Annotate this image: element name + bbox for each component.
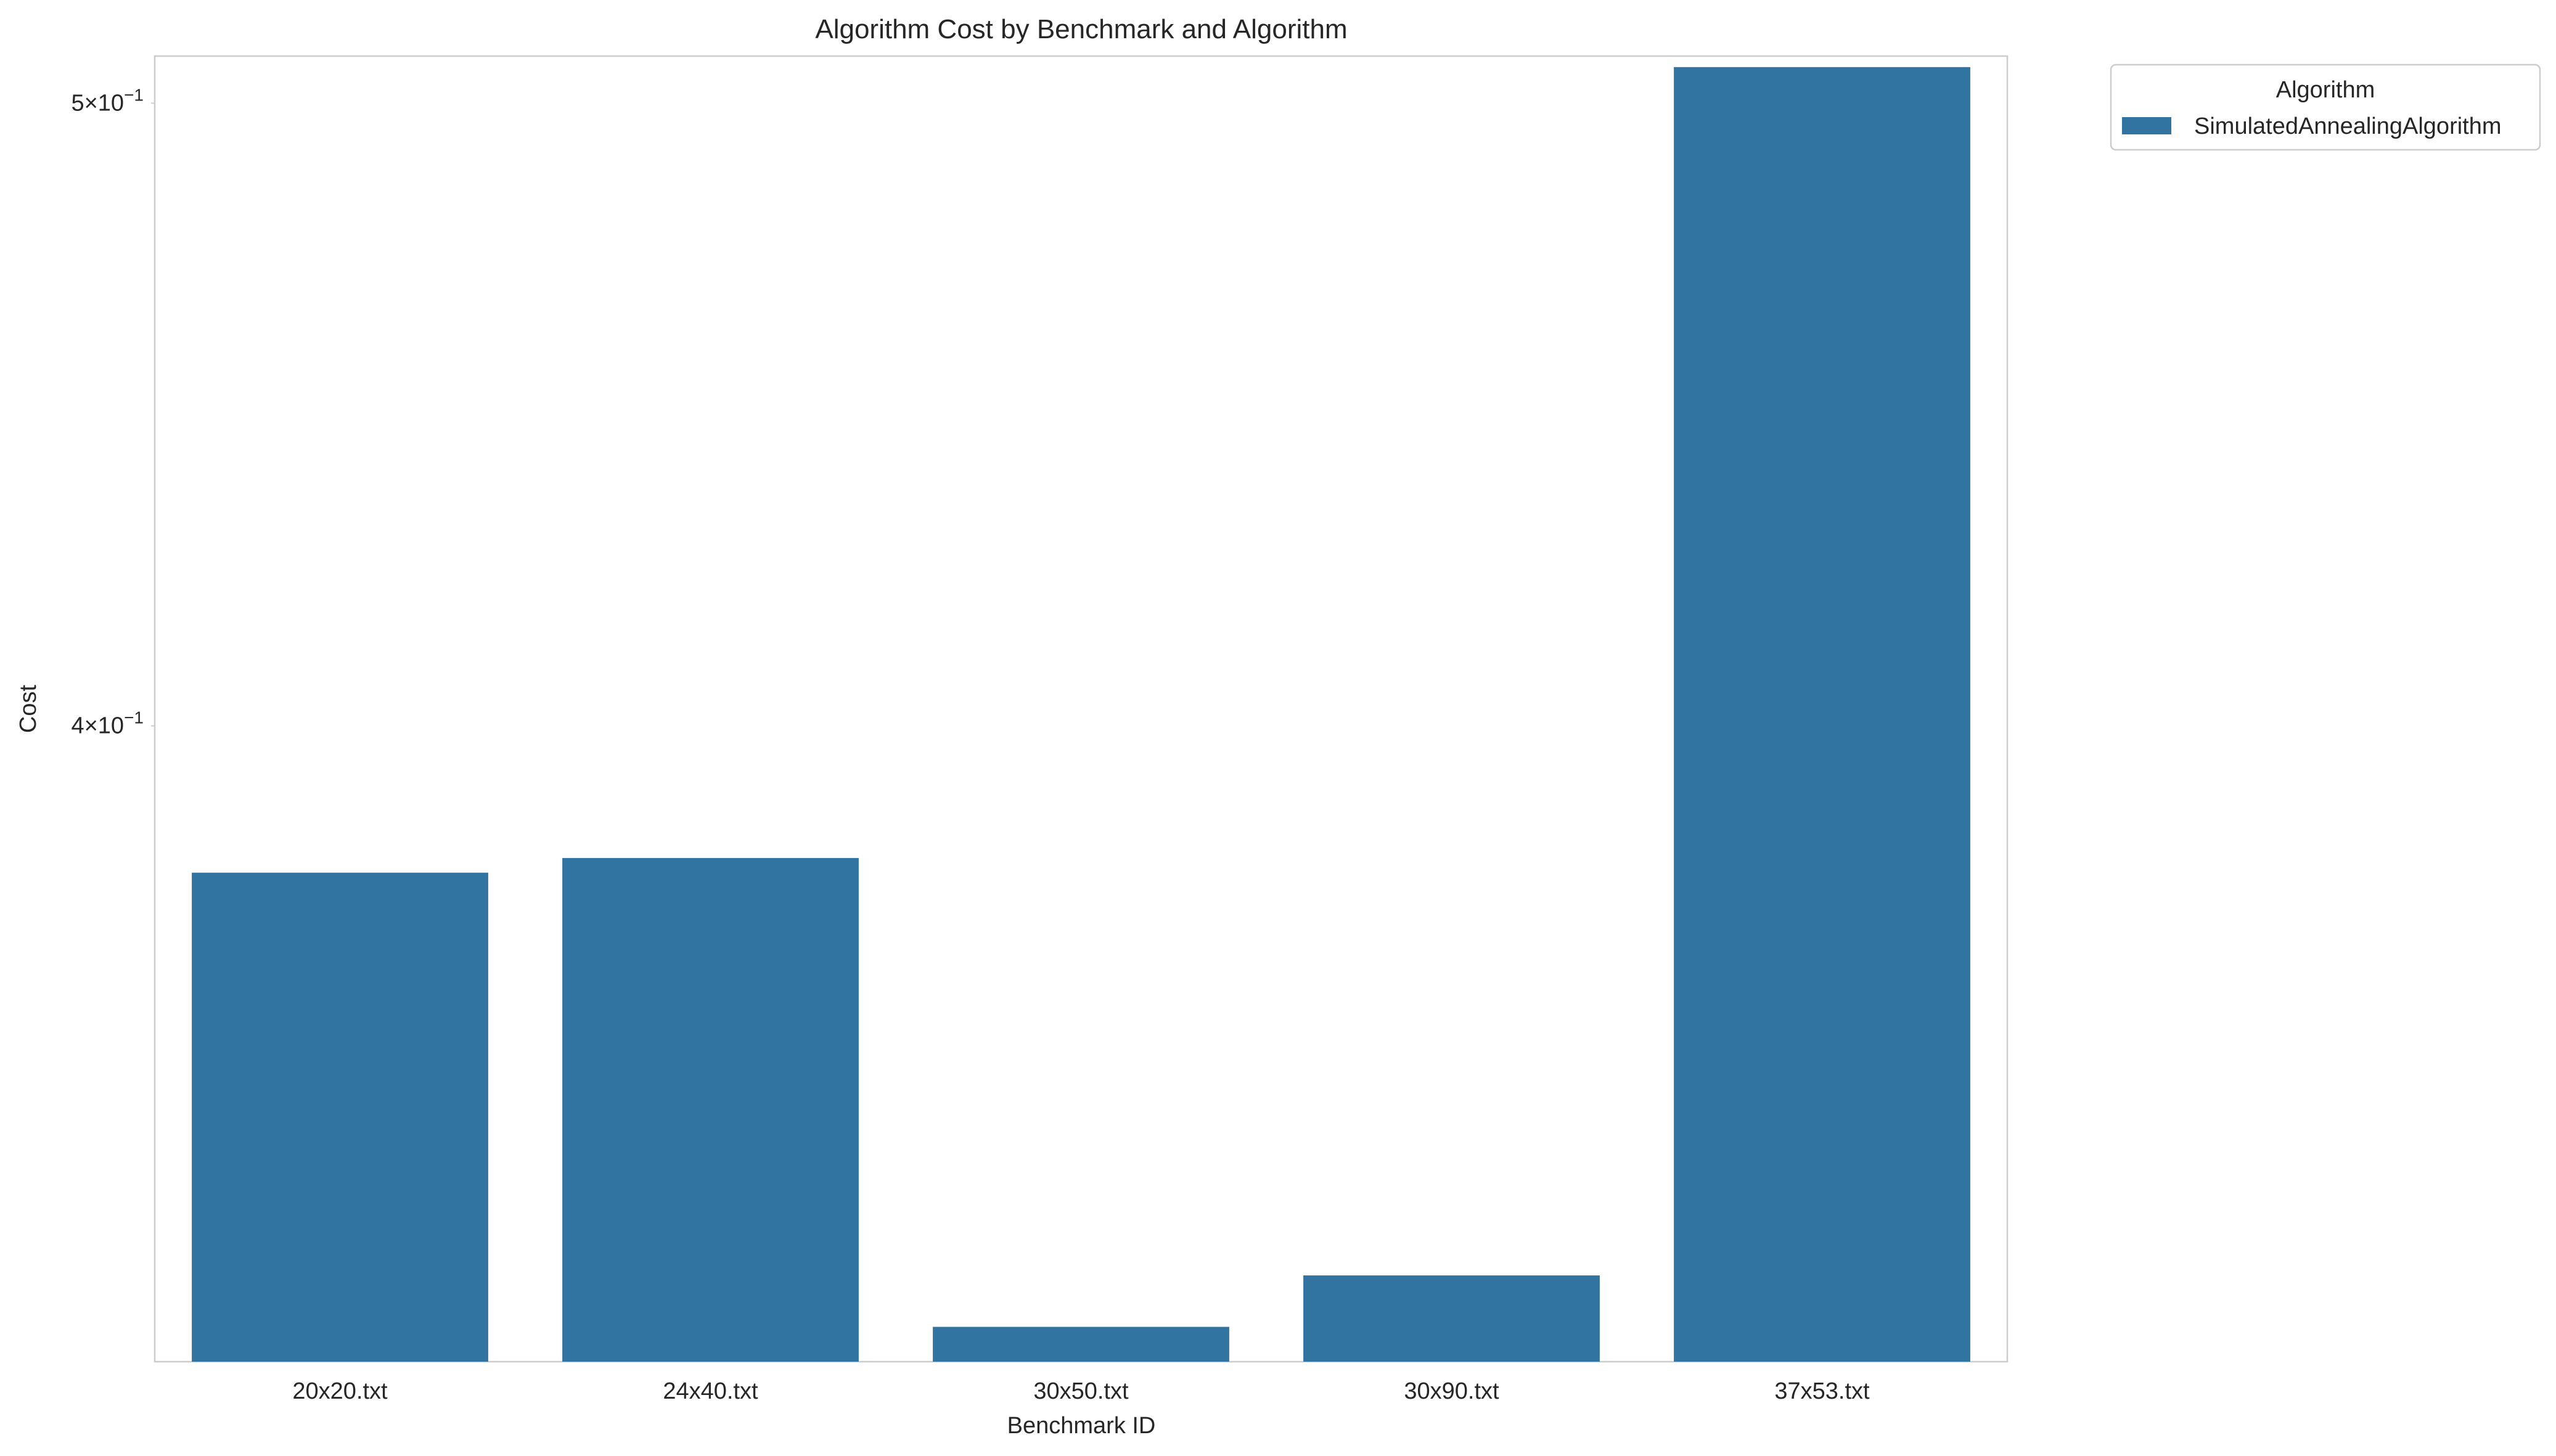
bar-37x53.txt	[1674, 67, 1970, 1362]
bar-24x40.txt	[562, 857, 859, 1362]
legend-title: Algorithm	[2276, 77, 2375, 103]
chart-title: Algorithm Cost by Benchmark and Algorith…	[815, 14, 1347, 44]
x-tick-label: 37x53.txt	[1774, 1378, 1870, 1404]
x-axis-label: Benchmark ID	[1007, 1413, 1156, 1439]
x-tick-label: 20x20.txt	[292, 1378, 388, 1404]
bars-group	[192, 67, 1970, 1362]
x-tick-label: 24x40.txt	[663, 1378, 758, 1404]
y-tick-label: 4×10−1	[71, 708, 144, 739]
legend-swatch	[2122, 117, 2171, 134]
legend-series-label: SimulatedAnnealingAlgorithm	[2194, 113, 2502, 139]
x-tick-labels: 20x20.txt 24x40.txt 30x50.txt 30x90.txt 37x5…	[292, 1378, 1870, 1404]
bar-20x20.txt	[192, 872, 488, 1362]
legend-frame	[2110, 63, 2541, 151]
legend: Algorithm SimulatedAnnealingAlgorithm	[2110, 63, 2541, 151]
y-tick-label: 5×10−1	[71, 85, 144, 116]
bar-30x90.txt	[1303, 1275, 1600, 1362]
y-tick-labels: 5×10−1 4×10−1	[71, 85, 155, 739]
y-axis-label: Cost	[15, 684, 41, 733]
bar-30x50.txt	[933, 1327, 1229, 1362]
x-tick-label: 30x50.txt	[1033, 1378, 1129, 1404]
x-tick-label: 30x90.txt	[1404, 1378, 1499, 1404]
